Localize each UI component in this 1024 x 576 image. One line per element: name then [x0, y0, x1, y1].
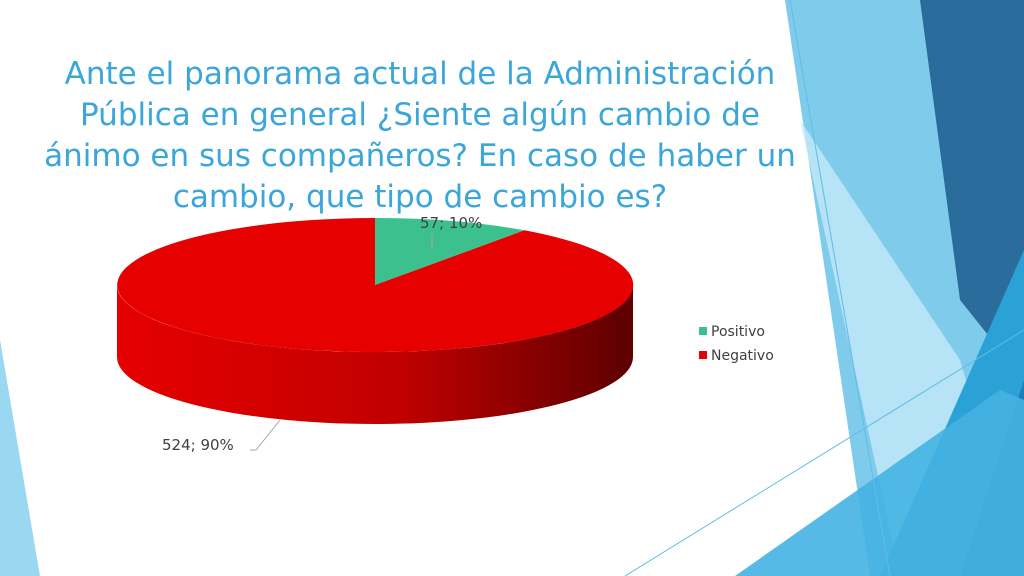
pie-side-negativo [117, 285, 633, 424]
deco-bottom-wedge [735, 390, 1024, 576]
label-leader-negativo [250, 419, 281, 451]
legend-swatch-positivo [699, 327, 707, 335]
data-label-positivo: 57; 10% [420, 214, 482, 232]
legend-label-negativo: Negativo [711, 348, 774, 364]
legend-label-positivo: Positivo [711, 324, 765, 340]
slide-title: Ante el panorama actual de la Administra… [44, 56, 796, 215]
chart-legend: Positivo Negativo [699, 324, 774, 364]
data-label-negativo: 524; 90% [162, 436, 234, 454]
pie-slice-positivo[interactable] [375, 217, 525, 285]
pie-slice-negativo[interactable] [117, 218, 634, 352]
deco-left-wedge [0, 340, 40, 576]
pie-chart [117, 217, 634, 424]
deco-line-1 [789, 0, 891, 576]
deco-dark-panel [920, 0, 1024, 380]
legend-swatch-negativo [699, 351, 707, 359]
deco-line-2 [624, 329, 1024, 576]
